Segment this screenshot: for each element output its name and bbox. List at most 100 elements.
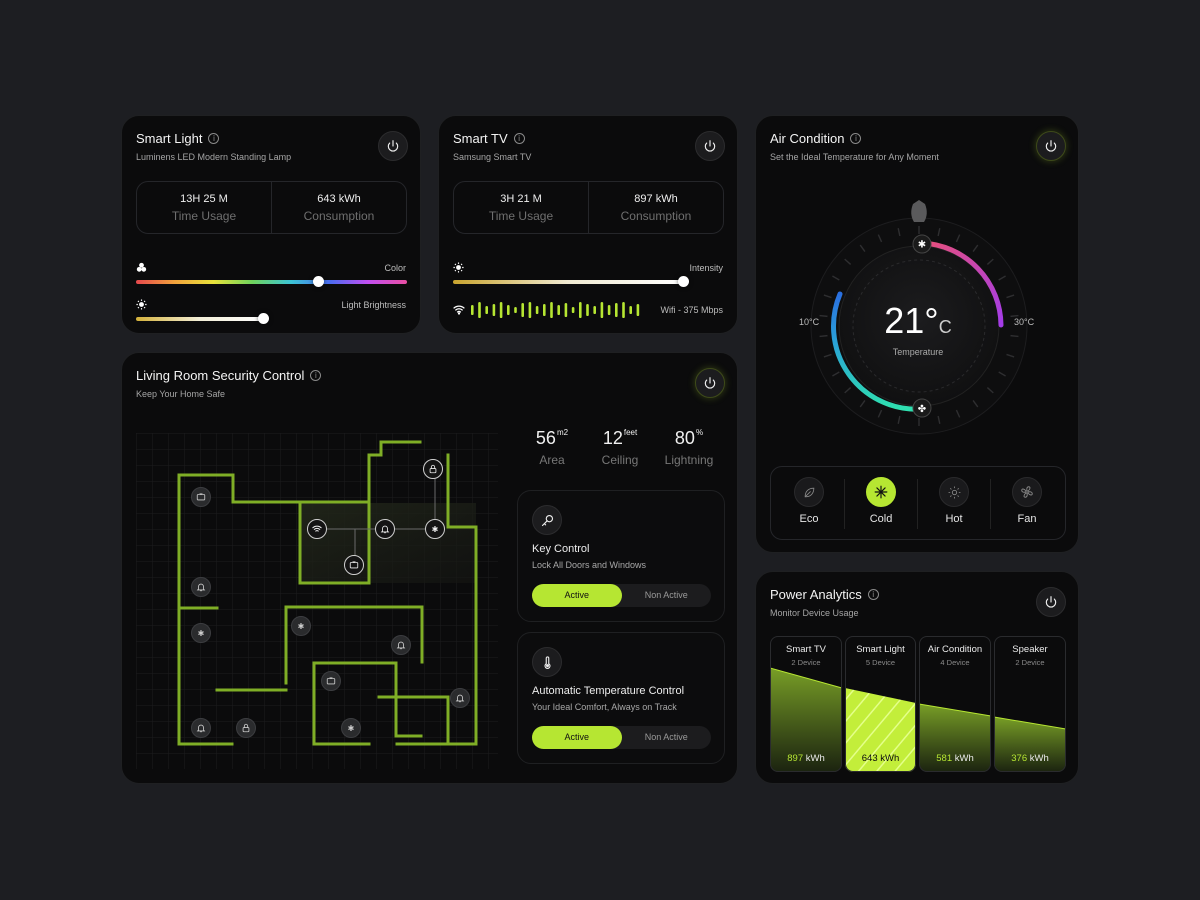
info-icon[interactable]: i <box>513 133 525 144</box>
dial-tick <box>823 294 832 299</box>
ac-device[interactable]: ✱ <box>341 718 361 738</box>
power-col-air-condition[interactable]: Air Condition 4 Device 581 kWh <box>919 636 991 772</box>
tv-device[interactable] <box>321 671 341 691</box>
mode-fan[interactable]: Fan <box>997 477 1057 525</box>
intensity-slider[interactable] <box>453 280 684 284</box>
dial-tick <box>823 353 832 358</box>
mode-cold[interactable]: Cold <box>851 477 911 525</box>
wifi-bar <box>629 306 632 314</box>
wifi-bar <box>507 305 510 315</box>
floor-plan[interactable] <box>136 433 498 769</box>
intensity-slider-knob[interactable] <box>678 276 690 287</box>
smart-tv-title: Smart TV i <box>453 131 525 146</box>
color-slider[interactable] <box>136 276 407 287</box>
min-temp-label: 10°C <box>799 317 820 327</box>
wifi-bar <box>579 302 582 318</box>
bell-device[interactable] <box>450 688 470 708</box>
key-control-card: Key Control Lock All Doors and Windows A… <box>517 490 725 622</box>
ac-device[interactable]: ✱ <box>425 519 445 539</box>
dial-tick <box>972 244 979 252</box>
power-analytics-subtitle: Monitor Device Usage <box>770 608 859 618</box>
smart-tv-power-button[interactable] <box>695 131 725 161</box>
sun-icon <box>948 486 960 498</box>
power-analytics-power-button[interactable] <box>1036 587 1066 617</box>
security-title: Living Room Security Control i <box>136 368 322 383</box>
key-control-toggle: Active Non Active <box>532 584 711 607</box>
wifi-bar <box>571 307 575 313</box>
bell-icon <box>380 525 390 534</box>
wifi-bar <box>543 304 546 316</box>
intensity-label: Intensity <box>689 263 723 273</box>
smart-light-power-button[interactable] <box>378 131 408 161</box>
temp-control-active-button[interactable]: Active <box>532 726 622 749</box>
bell-device[interactable] <box>375 519 395 539</box>
lock-icon <box>429 464 437 474</box>
bell-icon <box>455 694 465 703</box>
power-analytics-title: Power Analytics i <box>770 587 879 602</box>
power-col-smart-tv[interactable]: Smart TV 2 Device 897 kWh <box>770 636 842 772</box>
cool-arc <box>831 291 925 412</box>
info-icon[interactable]: i <box>208 133 220 144</box>
info-icon[interactable]: i <box>310 370 322 381</box>
tv-device[interactable] <box>344 555 364 575</box>
warm-handle[interactable] <box>912 234 932 254</box>
power-icon <box>387 140 399 152</box>
color-label: Color <box>384 263 406 273</box>
smart-light-subtitle: Luminens LED Modern Standing Lamp <box>136 152 292 162</box>
power-col-speaker[interactable]: Speaker 2 Device 376 kWh <box>994 636 1066 772</box>
security-power-button[interactable] <box>695 368 725 398</box>
wifi-bar <box>521 303 524 317</box>
dial-tick <box>955 234 961 243</box>
brightness-slider-knob[interactable] <box>258 313 270 324</box>
temp-control-toggle: Active Non Active <box>532 726 711 749</box>
wifi-icon <box>312 525 322 532</box>
wifi-bar <box>485 306 488 314</box>
dial-tick <box>844 258 852 265</box>
info-icon[interactable]: i <box>867 589 879 600</box>
tv-device[interactable] <box>191 487 211 507</box>
dial-tick <box>986 258 994 265</box>
lock-device[interactable] <box>236 718 256 738</box>
air-condition-title: Air Condition i <box>770 131 862 146</box>
mode-selector: Eco Cold Hot Fan <box>770 466 1066 540</box>
info-icon[interactable]: i <box>850 133 862 144</box>
sun-icon <box>453 262 464 273</box>
color-slider-knob[interactable] <box>312 276 324 287</box>
bell-device[interactable] <box>391 635 411 655</box>
wifi-bar <box>615 303 618 317</box>
power-icon <box>1045 140 1057 152</box>
mode-eco[interactable]: Eco <box>779 477 839 525</box>
smart-light-stats: 13H 25 M Time Usage 643 kWh Consumption <box>136 181 407 234</box>
temp-control-title: Automatic Temperature Control <box>532 685 685 697</box>
power-icon <box>704 140 716 152</box>
wifi-device[interactable] <box>307 519 327 539</box>
ac-device[interactable]: ✱ <box>291 616 311 636</box>
ac-device[interactable]: ✱ <box>191 623 211 643</box>
wifi-bar <box>478 302 481 318</box>
power-col-smart-light[interactable]: Smart Light 5 Device 643 kWh <box>845 636 916 772</box>
air-condition-power-button[interactable] <box>1036 131 1066 161</box>
time-usage-stat: 13H 25 M Time Usage <box>171 193 237 223</box>
wifi-bar <box>564 303 568 317</box>
key-control-inactive-button[interactable]: Non Active <box>644 590 688 600</box>
dial-tick <box>998 275 1006 281</box>
bell-icon <box>196 583 206 592</box>
wifi-bar <box>607 305 611 315</box>
key-control-active-button[interactable]: Active <box>532 584 622 607</box>
mode-hot[interactable]: Hot <box>924 477 984 525</box>
temperature-value: 21° <box>884 300 939 341</box>
wifi-bar <box>528 302 532 318</box>
temperature-dial[interactable]: ✱ ✤ <box>798 194 1038 444</box>
bell-device[interactable] <box>191 718 211 738</box>
brightness-label: Light Brightness <box>341 300 406 310</box>
wifi-bar <box>636 304 640 316</box>
air-condition-card: Air Condition i Set the Ideal Temperatur… <box>755 115 1079 553</box>
lock-device[interactable] <box>423 459 443 479</box>
dial-tick <box>832 371 840 377</box>
temp-control-inactive-button[interactable]: Non Active <box>644 732 688 742</box>
cool-handle[interactable] <box>912 398 932 418</box>
bell-device[interactable] <box>191 577 211 597</box>
smart-tv-stats: 3H 21 M Time Usage 897 kWh Consumption <box>453 181 724 234</box>
dial-tick <box>1010 334 1019 338</box>
brightness-slider[interactable] <box>136 317 264 321</box>
